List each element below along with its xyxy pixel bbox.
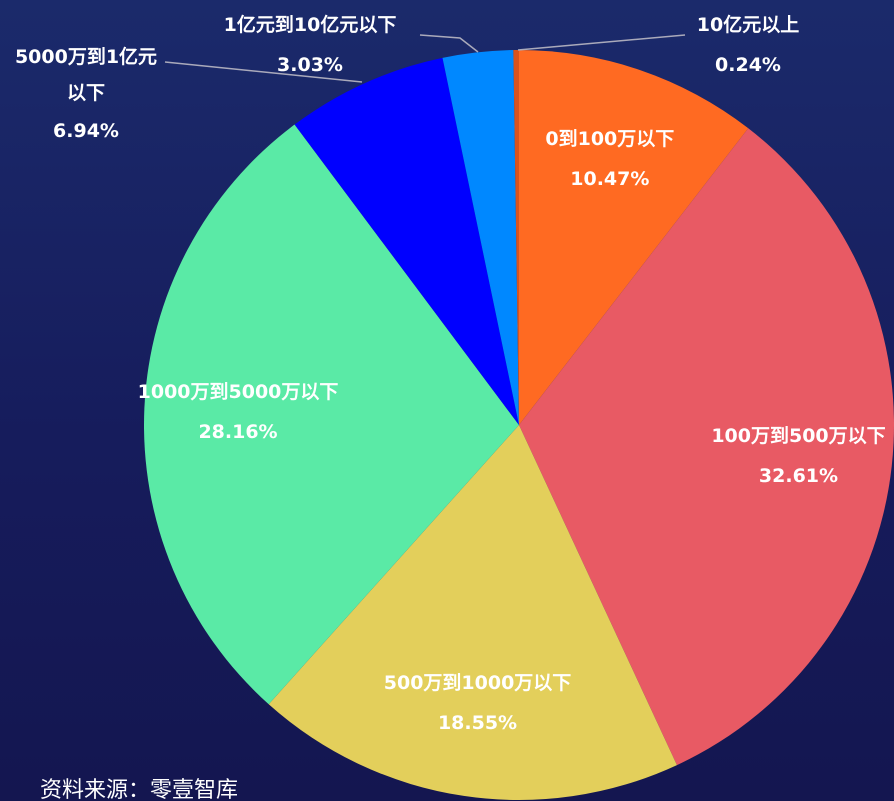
slice-label: 100万到500万以下 32.61% <box>711 416 885 496</box>
slice-value: 0.24% <box>715 54 781 76</box>
slice-name: 5000万到1亿元以下 <box>14 46 158 104</box>
slice-value: 32.61% <box>758 465 839 488</box>
leader-line <box>164 61 363 83</box>
slice-value: 6.94% <box>53 120 119 142</box>
slice-value: 28.16% <box>198 421 278 444</box>
slice-name: 500万到1000万以下 <box>383 672 572 695</box>
leader-line <box>517 34 686 51</box>
slice-label: 1亿元到10亿元以下 3.03% <box>224 5 397 85</box>
slice-value: 3.03% <box>277 54 343 76</box>
leader-line <box>419 34 479 53</box>
pie-slice <box>513 50 519 425</box>
pie-slice <box>268 425 677 800</box>
slice-name: 1亿元到10亿元以下 <box>223 14 397 36</box>
slice-label: 500万到1000万以下 18.55% <box>384 663 572 743</box>
slice-name: 1000万到5000万以下 <box>137 381 339 404</box>
slice-label: 10亿元以上 0.24% <box>697 5 799 85</box>
slice-label: 0到100万以下 10.47% <box>545 119 674 199</box>
pie-slice <box>519 50 749 425</box>
pie-slice <box>519 128 894 766</box>
source-note: 资料来源：零壹智库 <box>40 778 239 801</box>
slice-label: 1000万到5000万以下 28.16% <box>138 372 339 452</box>
pie-slice <box>442 50 519 426</box>
slice-value: 18.55% <box>437 712 518 735</box>
slice-name: 10亿元以上 <box>696 14 800 36</box>
slice-name: 100万到500万以下 <box>711 425 886 448</box>
pie-slice <box>294 57 519 425</box>
pie-slice <box>144 124 520 705</box>
slice-name: 0到100万以下 <box>545 127 675 150</box>
slice-value: 10.47% <box>570 167 650 190</box>
slice-label: 5000万到1亿元以下 6.94% <box>11 39 161 151</box>
